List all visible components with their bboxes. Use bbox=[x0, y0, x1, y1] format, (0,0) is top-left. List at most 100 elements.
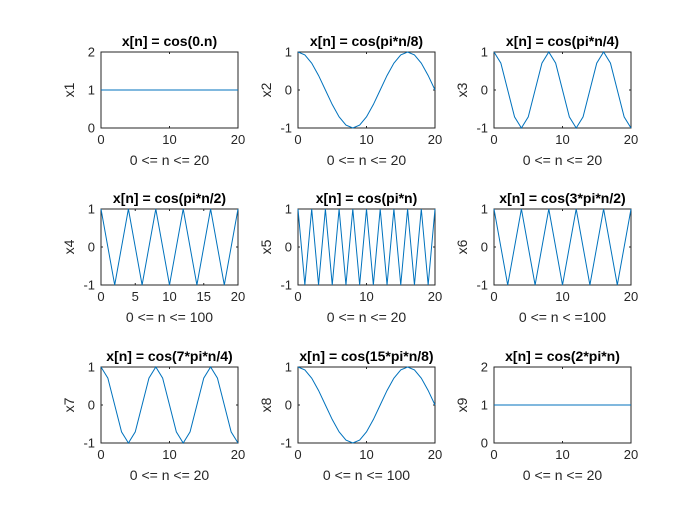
y-tick-label: 1 bbox=[88, 83, 95, 98]
series-line bbox=[297, 51, 436, 129]
x-axis-label: 0 <= n < =100 bbox=[519, 309, 606, 325]
x-tick-label: 0 bbox=[97, 132, 104, 147]
y-axis-label: x6 bbox=[454, 239, 470, 254]
y-tick-label: 0 bbox=[88, 121, 95, 136]
x-tick-label: 20 bbox=[428, 447, 442, 462]
subplot-title: x[n] = cos(pi*n/2) bbox=[113, 190, 226, 206]
x-axis-label: 0 <= n <= 20 bbox=[523, 467, 603, 483]
y-tick-label: 1 bbox=[285, 202, 292, 217]
y-tick-label: 1 bbox=[481, 45, 488, 60]
series-line bbox=[297, 366, 436, 444]
series-line bbox=[100, 208, 239, 286]
y-axis-label: x3 bbox=[454, 82, 470, 97]
x-tick-label: 20 bbox=[231, 447, 245, 462]
x-axis-label: 0 <= n <= 20 bbox=[130, 467, 210, 483]
y-axis-label: x5 bbox=[258, 239, 274, 254]
y-tick-label: 0 bbox=[88, 240, 95, 255]
plot-area bbox=[493, 208, 632, 286]
x-tick-label: 10 bbox=[359, 447, 373, 462]
y-tick-label: 2 bbox=[88, 45, 95, 60]
x-tick-label: 10 bbox=[359, 289, 373, 304]
x-axis-label: 0 <= n <= 100 bbox=[126, 309, 213, 325]
x-tick-label: 0 bbox=[490, 447, 497, 462]
y-tick-label: 1 bbox=[481, 398, 488, 413]
subplot-title: x[n] = cos(0.n) bbox=[122, 33, 217, 49]
y-tick-label: 0 bbox=[285, 83, 292, 98]
y-tick-label: -1 bbox=[83, 278, 95, 293]
y-tick-label: 0 bbox=[285, 398, 292, 413]
y-axis-label: x8 bbox=[258, 397, 274, 412]
subplot-1: 0 10 20 0 1 2 x[n] = cos(0.n) 0 <= n <= 20 x1 bbox=[61, 33, 245, 168]
x-tick-label: 0 bbox=[490, 289, 497, 304]
y-tick-label: 1 bbox=[88, 202, 95, 217]
y-tick-label: -1 bbox=[83, 436, 95, 451]
y-tick-label: 1 bbox=[481, 202, 488, 217]
plot-area bbox=[297, 366, 436, 444]
x-axis-label: 0 <= n <= 20 bbox=[130, 152, 210, 168]
plot-area bbox=[297, 51, 436, 129]
subplot-title: x[n] = cos(15*pi*n/8) bbox=[299, 348, 433, 364]
x-tick-label: 0 bbox=[294, 447, 301, 462]
series-line bbox=[493, 51, 632, 129]
x-axis-label: 0 <= n <= 20 bbox=[523, 152, 603, 168]
x-tick-label: 15 bbox=[197, 289, 211, 304]
y-tick-label: -1 bbox=[476, 278, 488, 293]
y-tick-label: -1 bbox=[476, 121, 488, 136]
x-tick-label: 0 bbox=[490, 132, 497, 147]
y-tick-label: 0 bbox=[88, 398, 95, 413]
series-line bbox=[297, 208, 436, 286]
subplot-title: x[n] = cos(7*pi*n/4) bbox=[106, 348, 232, 364]
x-tick-label: 20 bbox=[428, 289, 442, 304]
x-tick-label: 20 bbox=[624, 132, 638, 147]
y-tick-label: -1 bbox=[280, 436, 292, 451]
x-tick-label: 0 bbox=[294, 132, 301, 147]
x-tick-label: 10 bbox=[555, 289, 569, 304]
x-tick-label: 10 bbox=[162, 132, 176, 147]
subplot-9: 0 10 20 0 1 2 x[n] = cos(2*pi*n) 0 <= n <= 20 x9 bbox=[454, 348, 638, 483]
subplot-title: x[n] = cos(pi*n/8) bbox=[310, 33, 423, 49]
y-tick-label: 1 bbox=[285, 360, 292, 375]
y-axis-label: x9 bbox=[454, 397, 470, 412]
y-tick-label: 0 bbox=[481, 83, 488, 98]
x-tick-label: 5 bbox=[132, 289, 139, 304]
y-tick-label: -1 bbox=[280, 121, 292, 136]
y-tick-label: 1 bbox=[88, 360, 95, 375]
y-tick-label: 1 bbox=[285, 45, 292, 60]
y-axis-label: x2 bbox=[258, 82, 274, 97]
x-tick-label: 10 bbox=[162, 289, 176, 304]
x-axis-label: 0 <= n <= 20 bbox=[327, 309, 407, 325]
x-tick-label: 20 bbox=[624, 447, 638, 462]
x-axis-label: 0 <= n <= 100 bbox=[323, 467, 410, 483]
subplot-title: x[n] = cos(3*pi*n/2) bbox=[499, 190, 625, 206]
x-tick-label: 10 bbox=[555, 132, 569, 147]
y-tick-label: 0 bbox=[285, 240, 292, 255]
y-tick-label: -1 bbox=[280, 278, 292, 293]
subplot-title: x[n] = cos(pi*n/4) bbox=[506, 33, 619, 49]
y-tick-label: 0 bbox=[481, 240, 488, 255]
y-tick-label: 2 bbox=[481, 360, 488, 375]
x-tick-label: 0 bbox=[97, 447, 104, 462]
y-axis-label: x7 bbox=[61, 397, 77, 412]
subplot-title: x[n] = cos(pi*n) bbox=[316, 190, 418, 206]
x-tick-label: 0 bbox=[294, 289, 301, 304]
x-tick-label: 0 bbox=[97, 289, 104, 304]
series-line bbox=[493, 208, 632, 286]
x-tick-label: 10 bbox=[359, 132, 373, 147]
plot-area bbox=[297, 208, 436, 286]
plot-area bbox=[100, 208, 239, 286]
x-tick-label: 20 bbox=[231, 132, 245, 147]
y-axis-label: x4 bbox=[61, 239, 77, 254]
x-tick-label: 20 bbox=[624, 289, 638, 304]
x-tick-label: 20 bbox=[231, 289, 245, 304]
x-tick-label: 10 bbox=[555, 447, 569, 462]
x-axis-label: 0 <= n <= 20 bbox=[327, 152, 407, 168]
subplot-title: x[n] = cos(2*pi*n) bbox=[505, 348, 620, 364]
y-axis-label: x1 bbox=[61, 82, 77, 97]
x-tick-label: 10 bbox=[162, 447, 176, 462]
